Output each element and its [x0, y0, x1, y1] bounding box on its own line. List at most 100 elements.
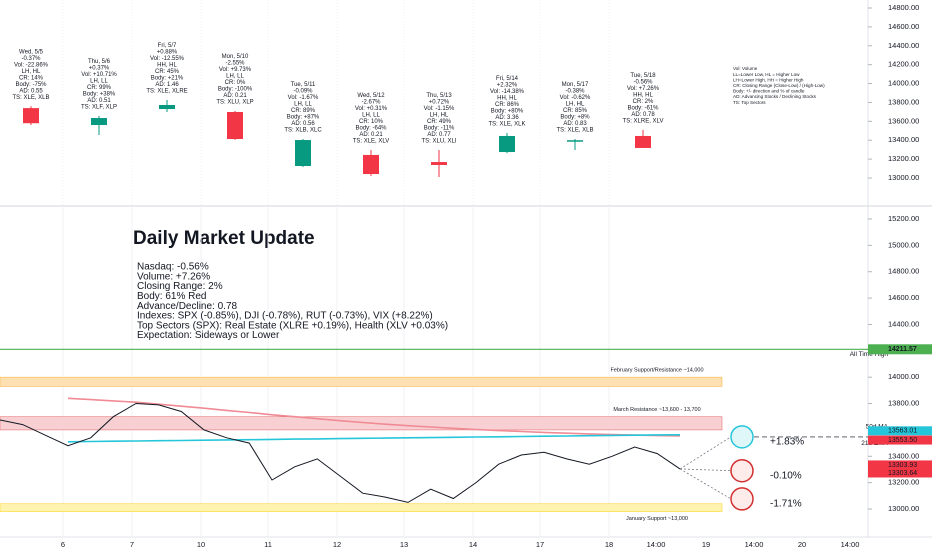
candle-annotation: TS: XLB, XLC: [284, 128, 322, 134]
x-tick-label: 12: [333, 540, 341, 549]
candle-annotation: Vol: -14.38%: [490, 89, 525, 95]
candle-body: [567, 140, 583, 142]
series-line: [67, 434, 681, 443]
candle-annotation: AD: 0.83: [563, 121, 587, 127]
price-tag: [868, 435, 932, 445]
band: [0, 503, 723, 512]
candle-annotation: TS: XLE, XLRE: [146, 89, 187, 95]
y-tick-label: 14000.00: [888, 372, 919, 381]
summary-line: Expectation: Sideways or Lower: [137, 330, 280, 341]
candle-annotation: AD: 1.46: [155, 82, 179, 88]
candle-annotation: Vol: -1.15%: [424, 106, 455, 112]
y-tick-label: 14600.00: [888, 293, 919, 302]
price-tag-label: 13303.64: [888, 470, 917, 477]
summary-line: Body: 61% Red: [137, 291, 207, 302]
candle-annotation: Body: -61%: [627, 106, 659, 112]
y-tick-label: 14200.00: [888, 60, 919, 69]
candle-annotation: Body: -64%: [355, 126, 387, 132]
legend-note: CR: Closing Range (Close-Low) / (High-Lo…: [733, 83, 825, 88]
candle-annotation: CR: 10%: [359, 119, 384, 125]
projection-label: -1.71%: [770, 499, 802, 510]
summary-line: Indexes: SPX (-0.85%), DJI (-0.78%), RUT…: [137, 311, 433, 322]
x-tick-label: 13: [400, 540, 408, 549]
summary-line: Advance/Decline: 0.78: [137, 301, 238, 312]
candle-body: [91, 118, 107, 126]
candle-annotation: CR: 49%: [427, 119, 452, 125]
candle-annotation: TS: XLE, XLB: [12, 95, 49, 101]
projection-circle: [730, 425, 754, 449]
candle-annotation: TS: XLRE, XLV: [623, 119, 664, 125]
y-tick-label: 15200.00: [888, 214, 919, 223]
y-tick-label: 13200.00: [888, 478, 919, 487]
summary-line: Closing Range: 2%: [137, 281, 223, 292]
candle-annotation: AD: 3.36: [495, 115, 519, 121]
candle-annotation: Body: +80%: [491, 109, 524, 115]
candle-body: [431, 162, 447, 165]
legend-note: TS: Top Sectors: [733, 100, 766, 105]
candle-annotation: TS: XLF, XLP: [81, 105, 117, 111]
x-tick-label: 14:00: [745, 540, 764, 549]
candle-annotation: LH, LL: [362, 113, 380, 119]
y-tick-label: 13000.00: [888, 504, 919, 513]
candle-annotation: Thu, 5/6: [88, 59, 111, 65]
series-line: [67, 397, 681, 437]
candle-annotation: Vol: -12.55%: [150, 56, 185, 62]
y-tick-label: 13800.00: [888, 399, 919, 408]
candle-annotation: AD: 0.55: [19, 88, 43, 94]
candle-annotation: LH, LL: [90, 79, 108, 85]
candle-body: [499, 135, 515, 153]
candle-annotation: Vol: +0.31%: [355, 106, 388, 112]
candle-annotation: +0.37%: [89, 66, 110, 72]
candle-annotation: AD: 0.56: [291, 121, 315, 127]
candle-body: [159, 104, 175, 110]
y-tick-label: 13000.00: [888, 173, 919, 182]
legend-note: LH=Lower High, HH = Higher High: [733, 77, 804, 82]
band: [0, 416, 723, 431]
candle-annotation: TS: XLU, XLP: [216, 100, 253, 106]
candle-annotation: CR: 89%: [291, 108, 316, 114]
candle-body: [635, 135, 651, 148]
y-tick-label: 13800.00: [888, 97, 919, 106]
price-tag-label: 13553.50: [888, 437, 917, 444]
summary-line: Nasdaq: -0.56%: [137, 262, 209, 273]
candle-annotation: Vol: -1.67%: [288, 95, 319, 101]
candle-annotation: Tue, 5/18: [630, 73, 656, 79]
candle-annotation: Wed, 5/12: [357, 93, 385, 99]
candle-annotation: TS: XLU, XLI: [421, 139, 456, 145]
candle-annotation: Body: +38%: [83, 92, 116, 98]
candle-annotation: TS: XLE, XLB: [556, 128, 593, 134]
candle-annotation: +2.32%: [497, 83, 518, 89]
title: Daily Market Update: [133, 228, 315, 249]
candle-annotation: CR: 86%: [495, 102, 520, 108]
price-tag-label: 14211.57: [888, 346, 917, 353]
candle-annotation: Wed, 5/5: [19, 49, 44, 55]
band: [0, 376, 723, 387]
series-line: [0, 402, 681, 503]
candle-annotation: -0.56%: [633, 80, 653, 86]
y-tick-label: 13200.00: [888, 154, 919, 163]
price-tag: [868, 344, 932, 355]
candle-annotation: AD: 0.78: [631, 112, 655, 118]
candle-annotation: Body: -100%: [218, 87, 253, 93]
y-tick-label: 14400.00: [888, 319, 919, 328]
candle-annotation: LH, HL: [566, 102, 585, 108]
candle-annotation: CR: 14%: [19, 75, 44, 81]
x-tick-label: 17: [536, 540, 544, 549]
candle-annotation: Fri, 5/7: [158, 43, 177, 49]
x-tick-label: 20: [798, 540, 806, 549]
candle-annotation: LH, LL: [226, 74, 244, 80]
candle-annotation: HH, HL: [497, 96, 517, 102]
summary-line: Volume: +7.26%: [137, 271, 210, 282]
legend-note: AD: Advancing Stocks / Declining Stocks: [733, 94, 817, 99]
candle-annotation: LH, HL: [430, 113, 449, 119]
band-label: January Support ~13,000: [626, 516, 688, 522]
candle-annotation: -2.55%: [225, 61, 245, 67]
candle-body: [295, 140, 311, 167]
candle-annotation: HH, HL: [157, 63, 177, 69]
candle-annotation: Fri, 5/14: [496, 76, 519, 82]
x-tick-label: 14:00: [841, 540, 860, 549]
y-tick-label: 13400.00: [888, 135, 919, 144]
y-tick-label: 14800.00: [888, 267, 919, 276]
